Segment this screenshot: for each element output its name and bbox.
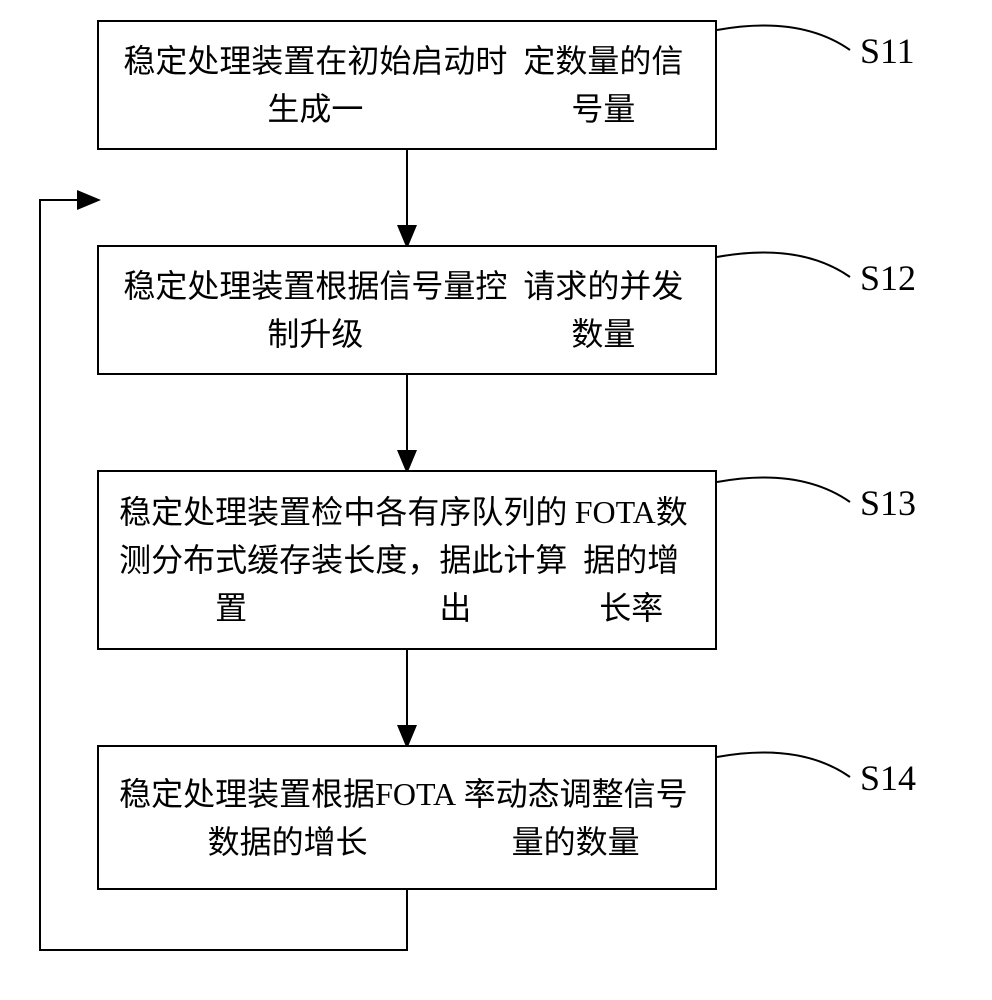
step-label-s11: S11 — [860, 30, 915, 72]
flowchart-step-s14: 稳定处理装置根据FOTA数据的增长率动态调整信号量的数量 — [97, 745, 717, 890]
flowchart-container: 稳定处理装置在初始启动时生成一定数量的信号量 S11 稳定处理装置根据信号量控制升级… — [0, 0, 992, 1000]
flowchart-step-s13: 稳定处理装置检测分布式缓存装置中各有序队列的长度，据此计算出FOTA数据的增长率 — [97, 470, 717, 650]
step-label-s14: S14 — [860, 757, 916, 799]
step-label-s12: S12 — [860, 257, 916, 299]
flowchart-step-s12: 稳定处理装置根据信号量控制升级请求的并发数量 — [97, 245, 717, 375]
flowchart-step-s11: 稳定处理装置在初始启动时生成一定数量的信号量 — [97, 20, 717, 150]
step-label-s13: S13 — [860, 482, 916, 524]
